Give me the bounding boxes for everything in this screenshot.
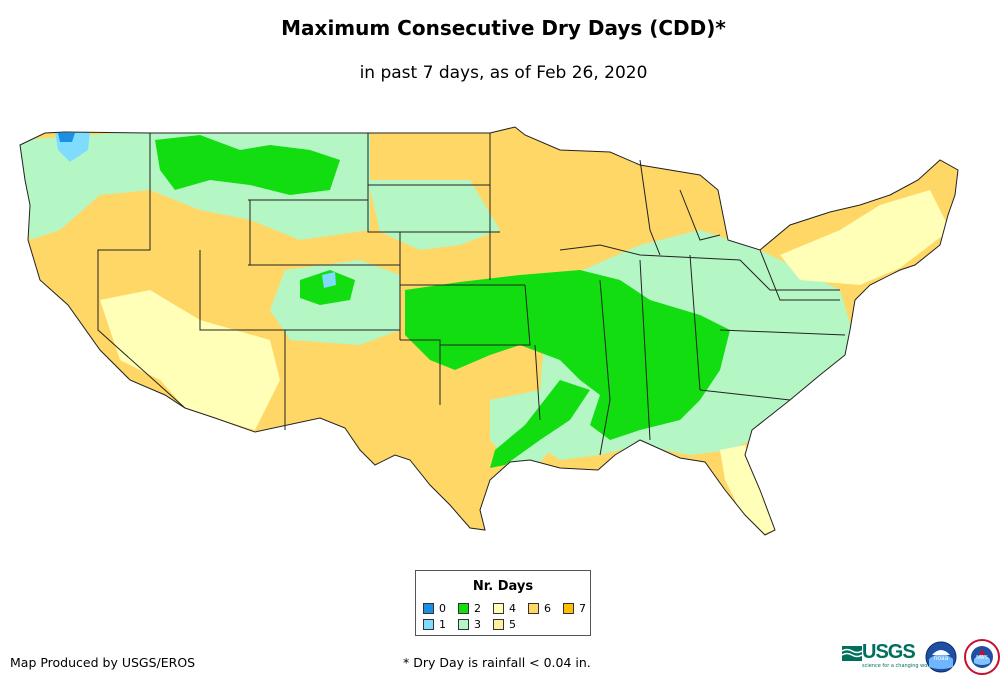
map-subtitle: in past 7 days, as of Feb 26, 2020 xyxy=(359,63,648,83)
map-legend: Nr. Days 0 1 2 3 4 5 6 7 xyxy=(415,570,591,636)
great-lakes-shore xyxy=(639,159,721,256)
state-borders xyxy=(97,133,846,456)
legend-item-0: 0 xyxy=(423,602,446,615)
legend-swatch xyxy=(423,603,434,614)
legend-label: 4 xyxy=(509,602,516,615)
legend-swatch xyxy=(423,619,434,630)
us-outline xyxy=(19,126,959,536)
legend-item-4: 4 xyxy=(493,602,516,615)
cdd-zone-0-washington xyxy=(58,133,75,142)
cdd-zone-4-northeast xyxy=(780,190,950,285)
legend-label: 2 xyxy=(474,602,481,615)
legend-label: 5 xyxy=(509,618,516,631)
cdd-zone-2-montana xyxy=(155,135,340,195)
legend-title: Nr. Days xyxy=(472,579,534,594)
legend-label: 7 xyxy=(579,602,586,615)
usgs-wave-icon xyxy=(842,645,862,661)
noaa-wordmark: noaa xyxy=(934,655,949,662)
cdd-zone-1-colorado xyxy=(322,272,336,288)
legend-swatch xyxy=(563,603,574,614)
legend-swatch xyxy=(458,619,469,630)
legend-item-1: 1 xyxy=(423,618,446,631)
legend-swatch xyxy=(458,603,469,614)
legend-label: 3 xyxy=(474,618,481,631)
legend-swatch xyxy=(493,603,504,614)
legend-item-5: 5 xyxy=(493,618,516,631)
map-title: Maximum Consecutive Dry Days (CDD)* xyxy=(281,16,726,40)
cdd-zone-4-florida xyxy=(720,445,775,535)
nws-wordmark: NWS xyxy=(976,655,988,661)
cdd-zone-2-central xyxy=(405,270,730,440)
usgs-wordmark: USGS xyxy=(862,641,916,663)
legend-item-7: 7 xyxy=(563,602,586,615)
legend-item-2: 2 xyxy=(458,602,481,615)
legend-swatch xyxy=(528,603,539,614)
nws-logo: NWS xyxy=(964,639,1000,675)
usgs-logo: USGS science for a changing world xyxy=(842,641,934,669)
cdd-zone-4-southwest xyxy=(100,290,280,430)
legend-item-6: 6 xyxy=(528,602,551,615)
legend-swatch xyxy=(493,619,504,630)
legend-label: 0 xyxy=(439,602,446,615)
legend-label: 6 xyxy=(544,602,551,615)
dry-day-footnote: * Dry Day is rainfall < 0.04 in. xyxy=(403,655,591,670)
map-credit: Map Produced by USGS/EROS xyxy=(10,655,196,670)
cdd-zone-2-colorado xyxy=(300,270,355,305)
cdd-zone-2-texas-band xyxy=(490,380,590,468)
legend-label: 1 xyxy=(439,618,446,631)
legend-item-3: 3 xyxy=(458,618,481,631)
noaa-logo: noaa xyxy=(925,641,957,673)
usgs-tagline: science for a changing world xyxy=(862,663,934,669)
